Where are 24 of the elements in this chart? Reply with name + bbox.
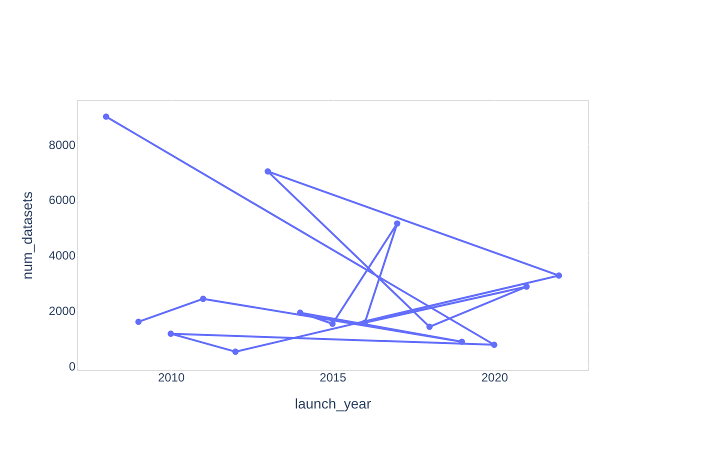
y-tick-label: 8000 [48, 138, 76, 152]
point [296, 310, 304, 316]
y-axis-title: num_datasets [18, 192, 35, 280]
x-axis-title: launch_year [294, 396, 372, 412]
point [458, 338, 466, 345]
y-tick-label: 2000 [48, 304, 76, 318]
x-tick-label: 2015 [320, 370, 347, 384]
point [102, 113, 110, 120]
point [394, 220, 400, 227]
y-tick-label: 0 [68, 359, 76, 374]
y-tick-label: 4000 [48, 248, 76, 263]
point [426, 324, 433, 330]
point [264, 168, 271, 175]
point [232, 348, 239, 355]
point [168, 330, 174, 337]
point [135, 318, 142, 325]
point [329, 320, 336, 327]
point [523, 283, 530, 290]
point [491, 342, 498, 348]
x-tick-label: 2020 [481, 370, 508, 384]
point [556, 272, 562, 279]
point [200, 296, 206, 302]
x-tick-label: 2010 [158, 370, 185, 384]
y-tick-label: 6000 [48, 193, 76, 208]
